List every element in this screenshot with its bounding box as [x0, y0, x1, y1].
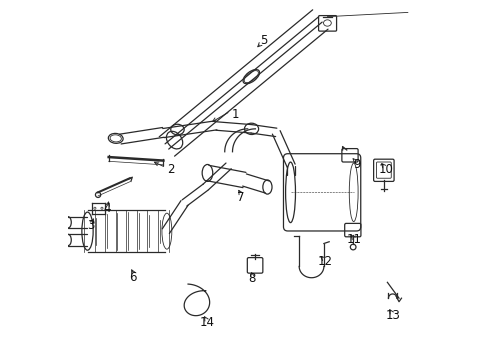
Text: 7: 7 [237, 191, 244, 204]
Text: 8: 8 [247, 272, 255, 285]
Text: 5: 5 [260, 34, 267, 47]
Text: 3: 3 [87, 219, 95, 232]
Text: 1: 1 [231, 108, 239, 121]
Text: 9: 9 [353, 158, 361, 171]
Text: 2: 2 [166, 163, 174, 176]
Text: 12: 12 [318, 255, 332, 267]
Text: 4: 4 [103, 202, 110, 215]
Text: 13: 13 [385, 309, 399, 322]
Text: 6: 6 [129, 270, 137, 284]
Text: 14: 14 [200, 316, 215, 329]
Text: 10: 10 [377, 163, 392, 176]
Text: 11: 11 [346, 234, 361, 247]
